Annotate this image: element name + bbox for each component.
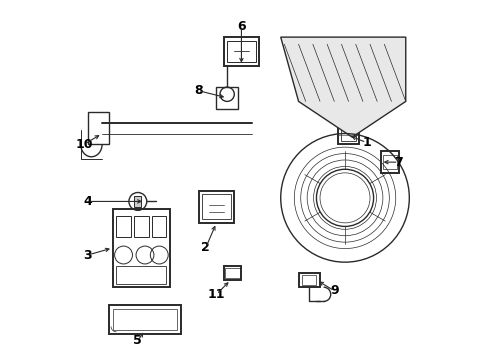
Bar (217, 87, 238, 109)
Bar (302, 275, 317, 285)
Text: 6: 6 (237, 20, 246, 33)
Bar (113, 309, 177, 330)
Bar (134, 196, 142, 207)
Bar (298, 273, 320, 287)
Bar (134, 216, 148, 237)
Bar (109, 305, 181, 334)
Text: 4: 4 (83, 195, 92, 208)
Bar (198, 191, 234, 223)
Bar (223, 266, 242, 280)
Text: 3: 3 (83, 248, 92, 261)
Bar (113, 208, 170, 287)
Text: 1: 1 (362, 136, 371, 149)
Bar (381, 152, 398, 173)
Bar (223, 37, 259, 66)
Bar (117, 266, 167, 284)
Bar (88, 112, 109, 144)
Text: 9: 9 (330, 284, 339, 297)
Bar (225, 267, 240, 278)
Text: 8: 8 (194, 84, 203, 97)
Text: 7: 7 (394, 156, 403, 168)
Bar (117, 216, 131, 237)
Bar (342, 130, 356, 141)
Polygon shape (281, 37, 406, 137)
Text: 2: 2 (201, 241, 210, 255)
Text: 5: 5 (133, 334, 142, 347)
Bar (202, 194, 231, 219)
Bar (152, 216, 167, 237)
Bar (338, 126, 359, 144)
Bar (383, 155, 397, 169)
Text: 10: 10 (75, 138, 93, 151)
Bar (227, 41, 256, 62)
Text: 11: 11 (208, 288, 225, 301)
